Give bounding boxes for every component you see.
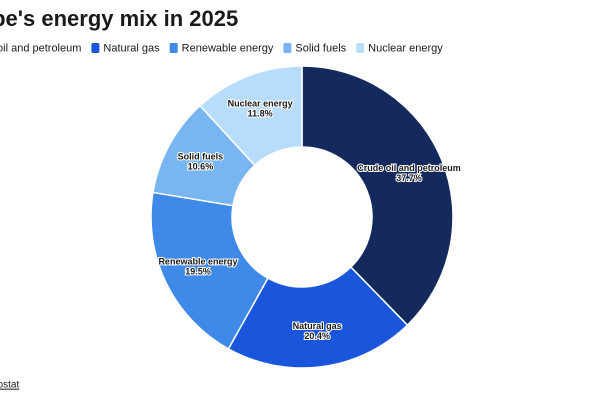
legend-swatch [169, 43, 178, 53]
slice-label: Solid fuels [178, 151, 224, 161]
slice-label: Renewable energy [158, 257, 237, 267]
donut-slice [198, 65, 303, 167]
legend-label: Nuclear energy [368, 42, 443, 54]
slice-value: 20.4% [304, 331, 330, 341]
slice-value: 19.5% [185, 267, 211, 277]
slice-label: Crude oil and petroleum [357, 163, 461, 173]
legend-label: Natural gas [103, 42, 160, 54]
donut-slice [227, 266, 409, 369]
legend-label: Renewable energy [182, 42, 274, 54]
donut-slice [301, 65, 454, 327]
slice-value: 37.7% [396, 173, 422, 183]
source[interactable]: Eurostat [0, 380, 19, 391]
slice-label: Natural gas [293, 321, 342, 331]
legend-label: Crude oil and petroleum [0, 42, 81, 54]
donut-slice [150, 191, 269, 350]
legend-swatch [91, 43, 100, 53]
legend: Crude oil and petroleum Natural gas Renewa… [0, 42, 443, 54]
legend-swatch [283, 43, 292, 53]
legend-swatch [356, 43, 365, 53]
legend-label: Solid fuels [295, 42, 346, 54]
slice-value: 10.6% [188, 161, 214, 171]
slice-label: Nuclear energy [228, 99, 293, 109]
chart-title: Europe's energy mix in 2025 [0, 6, 238, 31]
slice-value: 11.8% [248, 109, 273, 119]
